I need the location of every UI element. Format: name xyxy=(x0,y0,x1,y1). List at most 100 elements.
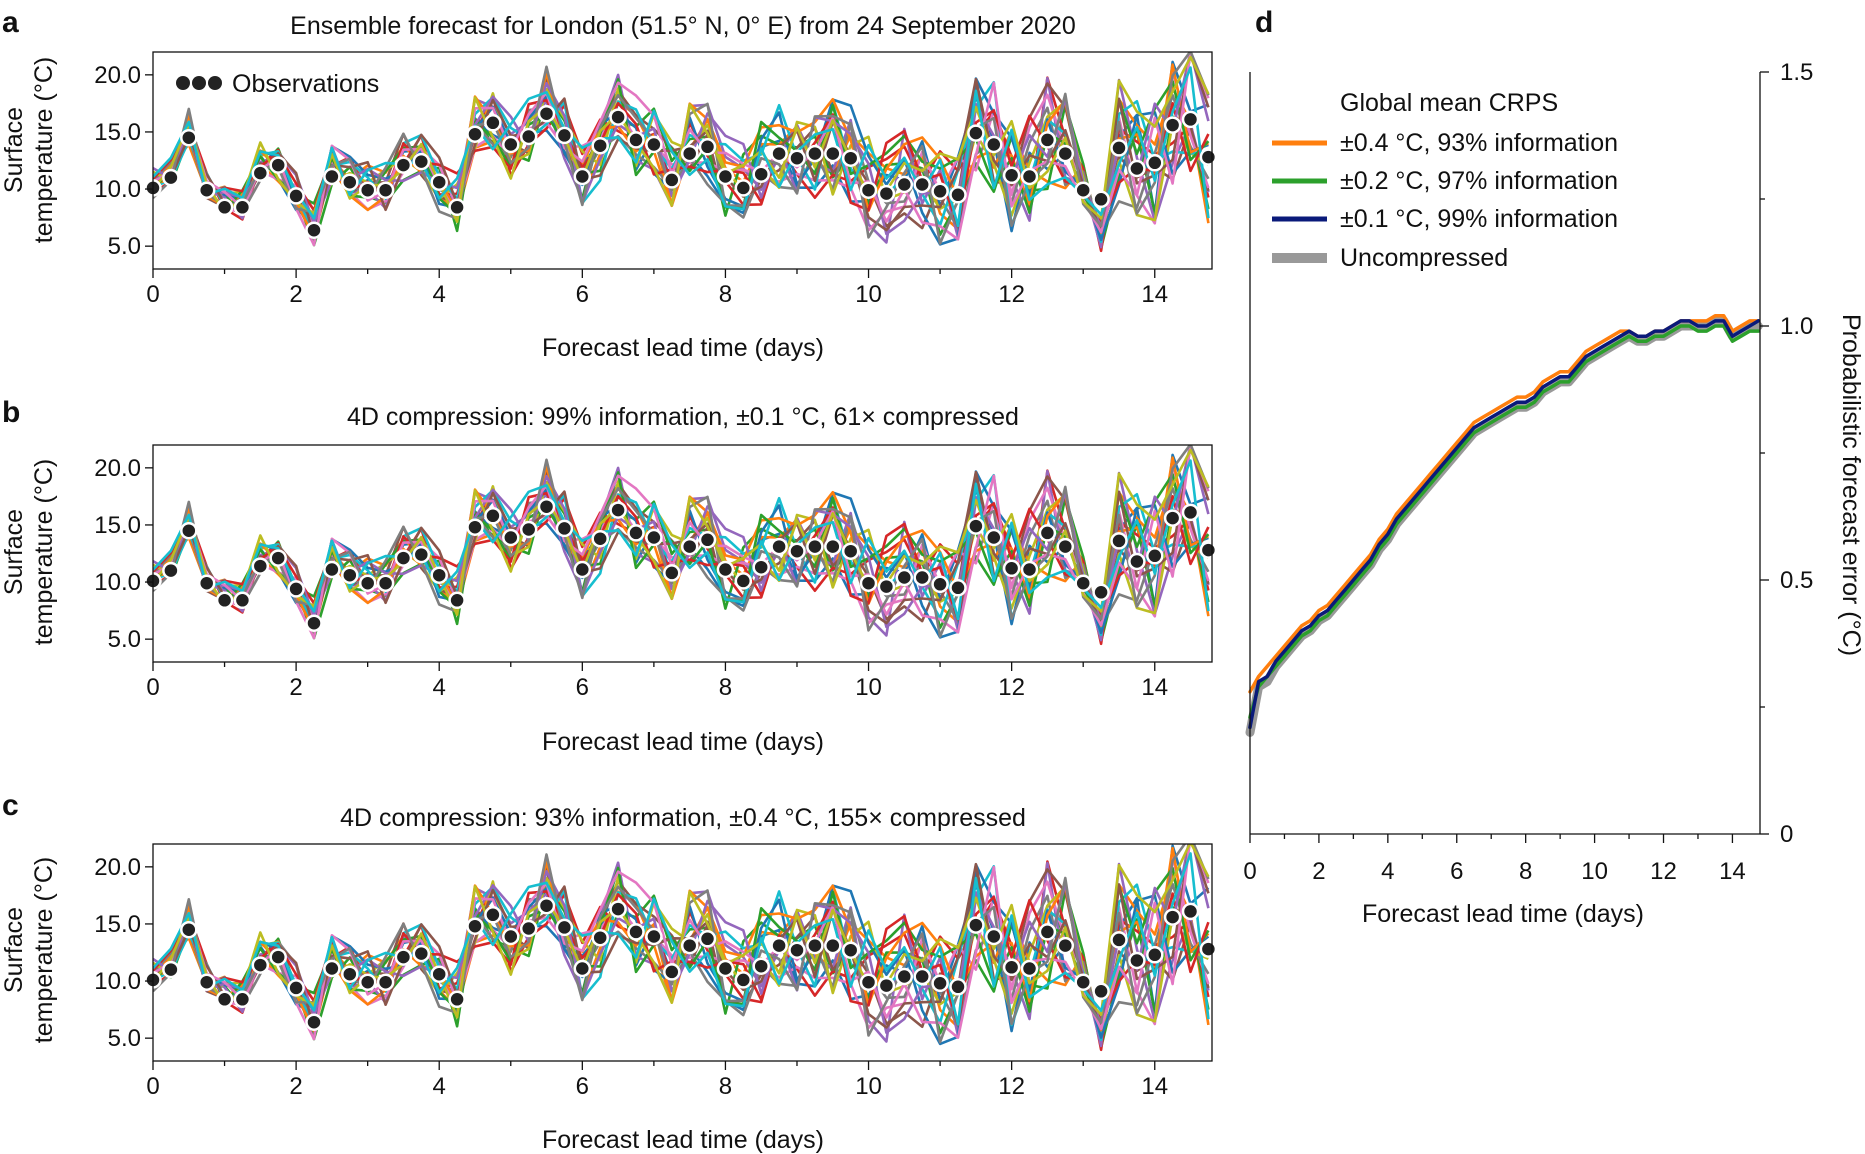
panel-b-observation-point xyxy=(1002,559,1021,578)
panel-c-observation-point xyxy=(877,976,896,995)
panel-b-observation-point xyxy=(806,537,824,556)
panel-a-observation-point xyxy=(180,128,198,147)
panel-a-xtick-label: 12 xyxy=(998,281,1025,308)
panel-c-xtick-label: 6 xyxy=(576,1073,589,1100)
legend-label-04: ±0.4 °C, 93% information xyxy=(1340,129,1618,157)
panel-letter-a: a xyxy=(2,6,19,39)
panel-c-observation-point xyxy=(555,918,574,937)
panel-c-observation-point xyxy=(1074,973,1092,991)
panel-a-observation-point xyxy=(913,175,931,194)
panel-b-member-15 xyxy=(153,445,1210,629)
panel-b-observation-point xyxy=(287,580,305,598)
panel-a-observation-point xyxy=(412,152,431,171)
panel-b-frame xyxy=(152,444,1213,663)
panel-b-observation-point xyxy=(698,531,717,549)
panel-b-observation-point xyxy=(859,574,878,592)
panel-letter-b: b xyxy=(2,396,20,429)
panel-a-member-15 xyxy=(153,52,1210,236)
panel-c-observation-point xyxy=(502,927,520,946)
panel-c-ytick-label: 15.0 xyxy=(94,911,141,938)
panel-c-observation-point xyxy=(519,919,538,938)
panel-a-ytick-label: 5.0 xyxy=(108,233,141,260)
panel-c-xlabel: Forecast lead time (days) xyxy=(542,1126,824,1154)
panel-a-observation-point xyxy=(806,144,824,163)
panel-b-observation-point xyxy=(877,577,896,596)
panel-c-observation-point xyxy=(484,906,502,924)
panel-a-observation-point xyxy=(1038,131,1057,149)
panel-a-observation-point xyxy=(1056,144,1075,163)
panel-b-xtick-label: 14 xyxy=(1141,674,1168,701)
panel-b-observation-point xyxy=(269,549,287,567)
panel-c-observation-point xyxy=(627,923,645,941)
panel-b-observation-point xyxy=(716,560,735,579)
panel-b-observation-point xyxy=(412,545,431,564)
panel-c-ytick-label: 20.0 xyxy=(94,854,141,881)
panel-b-title: 4D compression: 99% information, ±0.1 °C… xyxy=(347,403,1019,431)
panel-a-observation-point xyxy=(341,173,359,191)
panel-a-observation-point xyxy=(752,165,770,183)
panel-d-xtick-label: 8 xyxy=(1519,858,1532,885)
panel-b-observation-point xyxy=(305,614,323,632)
panel-b-observation-point xyxy=(233,591,252,610)
panel-d-xtick-label: 0 xyxy=(1243,858,1256,885)
panel-c-title: 4D compression: 93% information, ±0.4 °C… xyxy=(340,804,1026,832)
legend-obs-marker-1 xyxy=(176,76,190,90)
panel-c-observation-point xyxy=(197,973,216,991)
panel-c-xtick-label: 0 xyxy=(146,1073,159,1100)
panel-a-observation-point xyxy=(627,131,645,149)
panel-a-xtick-label: 10 xyxy=(855,281,882,308)
panel-a-frame xyxy=(152,51,1213,270)
panel-a-observation-point xyxy=(716,167,735,186)
panel-c-observation-point xyxy=(269,948,287,966)
panel-d-xtick-label: 2 xyxy=(1312,858,1325,885)
panel-c-observation-point xyxy=(680,936,699,955)
panel-a-ylabel-line1: Surface xyxy=(0,107,28,193)
panel-c-observation-point xyxy=(1199,940,1218,958)
panel-c-observation-point xyxy=(1020,959,1039,978)
panel-a-observation-point xyxy=(1092,190,1110,209)
panel-a-observation-point xyxy=(734,179,753,197)
panel-c-observation-point xyxy=(448,990,466,1009)
panel-c-observation-point xyxy=(663,963,681,981)
panel-c-xtick-label: 8 xyxy=(719,1073,732,1100)
panel-a-observation-point xyxy=(967,124,985,142)
panel-a-observation-point xyxy=(609,108,627,126)
panel-c-observation-point xyxy=(358,973,377,991)
panel-b-observation-point xyxy=(663,564,681,582)
panel-a-observation-point xyxy=(287,187,305,205)
panel-b-ytick-label: 10.0 xyxy=(94,569,141,596)
panel-b-observation-point xyxy=(323,560,341,579)
panel-c-observation-point xyxy=(1181,902,1200,921)
panel-b-ylabel-line2: temperature (°C) xyxy=(30,459,58,645)
panel-b-xtick-label: 4 xyxy=(433,674,446,701)
panel-a-observation-point xyxy=(859,181,878,199)
panel-a-observation-point xyxy=(502,135,520,154)
legend-obs-marker-3 xyxy=(208,76,222,90)
panel-c-observation-point xyxy=(591,928,609,947)
panel-b-observation-point xyxy=(484,507,502,525)
panel-c-observation-point xyxy=(305,1013,323,1031)
panel-c-observation-point xyxy=(985,927,1003,946)
panel-a-observation-point xyxy=(1110,139,1128,157)
panel-b-observation-point xyxy=(895,568,914,587)
panel-c-xtick-label: 12 xyxy=(998,1073,1025,1100)
panel-a-observation-point xyxy=(430,173,448,191)
panel-b-observation-point xyxy=(466,518,484,536)
panel-b-xtick-label: 10 xyxy=(855,674,882,701)
panel-c-observation-point xyxy=(824,936,842,955)
panel-a-observation-point xyxy=(269,156,287,174)
panel-a-observation-point xyxy=(824,144,842,163)
panel-c-observation-point xyxy=(716,959,735,978)
panel-a-xtick-label: 6 xyxy=(576,281,589,308)
panel-a-xlabel: Forecast lead time (days) xyxy=(542,334,824,362)
panel-b-observation-point xyxy=(967,517,985,535)
panel-a-observation-point xyxy=(162,168,180,187)
panel-a-legend: Observations xyxy=(176,70,379,98)
panel-d-xtick-label: 10 xyxy=(1581,858,1608,885)
panel-c-observations xyxy=(144,896,1218,1031)
panel-b-member-20 xyxy=(153,459,1210,621)
panel-d-xtick-label: 6 xyxy=(1450,858,1463,885)
panel-c-observation-point xyxy=(913,967,931,986)
panel-c-observation-point xyxy=(698,930,717,948)
panel-c-observation-point xyxy=(466,917,484,935)
